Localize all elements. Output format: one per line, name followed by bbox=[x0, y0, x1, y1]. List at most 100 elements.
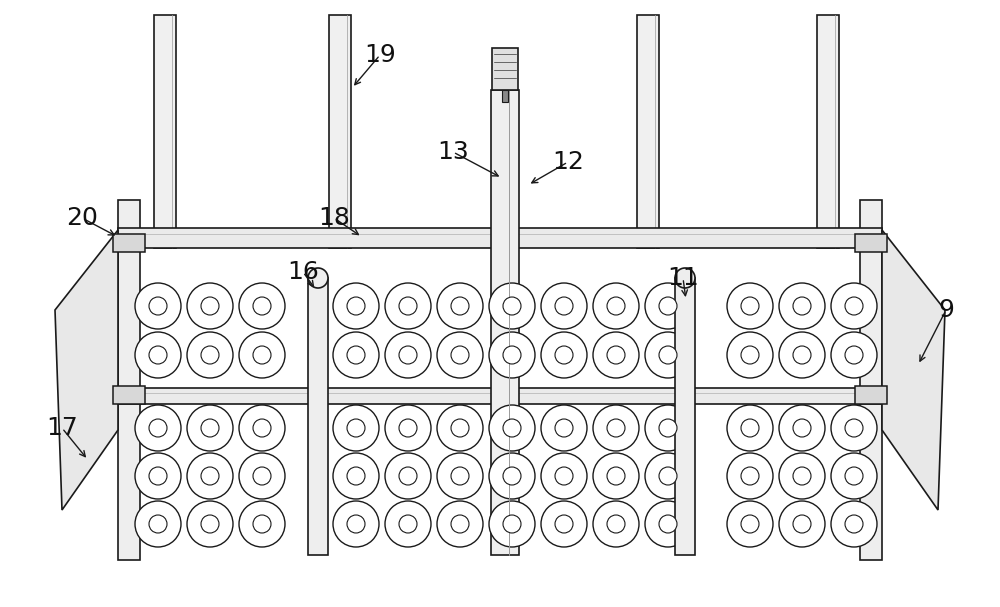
Circle shape bbox=[135, 501, 181, 547]
Circle shape bbox=[399, 419, 417, 437]
Circle shape bbox=[149, 346, 167, 364]
Circle shape bbox=[831, 332, 877, 378]
Circle shape bbox=[239, 501, 285, 547]
Circle shape bbox=[385, 501, 431, 547]
Circle shape bbox=[451, 297, 469, 315]
Bar bbox=[118, 200, 140, 560]
Circle shape bbox=[741, 467, 759, 485]
Circle shape bbox=[253, 346, 271, 364]
Bar bbox=[118, 388, 882, 404]
Text: 11: 11 bbox=[667, 266, 699, 290]
Circle shape bbox=[347, 515, 365, 533]
Circle shape bbox=[201, 419, 219, 437]
Circle shape bbox=[503, 515, 521, 533]
Circle shape bbox=[437, 405, 483, 451]
Circle shape bbox=[645, 405, 691, 451]
Bar bbox=[113, 234, 145, 252]
Circle shape bbox=[451, 419, 469, 437]
Circle shape bbox=[659, 467, 677, 485]
Bar bbox=[492, 48, 518, 90]
Bar bbox=[329, 15, 351, 248]
Circle shape bbox=[333, 405, 379, 451]
Circle shape bbox=[489, 501, 535, 547]
Circle shape bbox=[347, 467, 365, 485]
Circle shape bbox=[399, 515, 417, 533]
Circle shape bbox=[399, 467, 417, 485]
Circle shape bbox=[555, 419, 573, 437]
Circle shape bbox=[741, 346, 759, 364]
Ellipse shape bbox=[308, 268, 328, 288]
Circle shape bbox=[845, 419, 863, 437]
Circle shape bbox=[437, 283, 483, 329]
Circle shape bbox=[659, 419, 677, 437]
Circle shape bbox=[437, 332, 483, 378]
Circle shape bbox=[607, 346, 625, 364]
Circle shape bbox=[333, 283, 379, 329]
Circle shape bbox=[645, 501, 691, 547]
Circle shape bbox=[555, 297, 573, 315]
Circle shape bbox=[607, 297, 625, 315]
Circle shape bbox=[187, 405, 233, 451]
Bar bbox=[154, 15, 176, 248]
Polygon shape bbox=[55, 230, 118, 510]
Circle shape bbox=[187, 283, 233, 329]
Circle shape bbox=[793, 346, 811, 364]
Circle shape bbox=[239, 405, 285, 451]
Circle shape bbox=[793, 515, 811, 533]
Circle shape bbox=[659, 346, 677, 364]
Circle shape bbox=[333, 332, 379, 378]
Circle shape bbox=[135, 405, 181, 451]
Circle shape bbox=[541, 405, 587, 451]
Circle shape bbox=[659, 297, 677, 315]
Circle shape bbox=[347, 297, 365, 315]
Circle shape bbox=[239, 453, 285, 499]
Circle shape bbox=[555, 467, 573, 485]
Bar bbox=[308, 278, 328, 555]
Circle shape bbox=[607, 419, 625, 437]
Circle shape bbox=[607, 515, 625, 533]
Circle shape bbox=[831, 405, 877, 451]
Circle shape bbox=[451, 467, 469, 485]
Circle shape bbox=[845, 346, 863, 364]
Circle shape bbox=[135, 332, 181, 378]
Circle shape bbox=[541, 453, 587, 499]
Circle shape bbox=[437, 453, 483, 499]
Circle shape bbox=[187, 332, 233, 378]
Circle shape bbox=[385, 453, 431, 499]
Circle shape bbox=[399, 297, 417, 315]
Circle shape bbox=[845, 515, 863, 533]
Circle shape bbox=[489, 283, 535, 329]
Circle shape bbox=[645, 283, 691, 329]
Circle shape bbox=[793, 297, 811, 315]
Circle shape bbox=[593, 501, 639, 547]
Circle shape bbox=[593, 332, 639, 378]
Circle shape bbox=[201, 297, 219, 315]
Circle shape bbox=[201, 467, 219, 485]
Circle shape bbox=[135, 453, 181, 499]
Text: 16: 16 bbox=[287, 260, 319, 284]
Bar bbox=[118, 228, 882, 248]
Circle shape bbox=[555, 515, 573, 533]
Circle shape bbox=[489, 453, 535, 499]
Circle shape bbox=[503, 467, 521, 485]
Circle shape bbox=[779, 283, 825, 329]
Circle shape bbox=[399, 346, 417, 364]
Circle shape bbox=[437, 501, 483, 547]
Circle shape bbox=[779, 405, 825, 451]
Circle shape bbox=[253, 515, 271, 533]
Circle shape bbox=[187, 501, 233, 547]
Circle shape bbox=[727, 501, 773, 547]
Circle shape bbox=[727, 405, 773, 451]
Bar bbox=[502, 90, 508, 102]
Circle shape bbox=[645, 453, 691, 499]
Circle shape bbox=[831, 453, 877, 499]
Text: 13: 13 bbox=[437, 140, 469, 164]
Bar bbox=[855, 386, 887, 404]
Polygon shape bbox=[882, 230, 945, 510]
Circle shape bbox=[845, 297, 863, 315]
Circle shape bbox=[489, 405, 535, 451]
Circle shape bbox=[555, 346, 573, 364]
Bar bbox=[491, 90, 519, 555]
Circle shape bbox=[503, 346, 521, 364]
Circle shape bbox=[831, 501, 877, 547]
